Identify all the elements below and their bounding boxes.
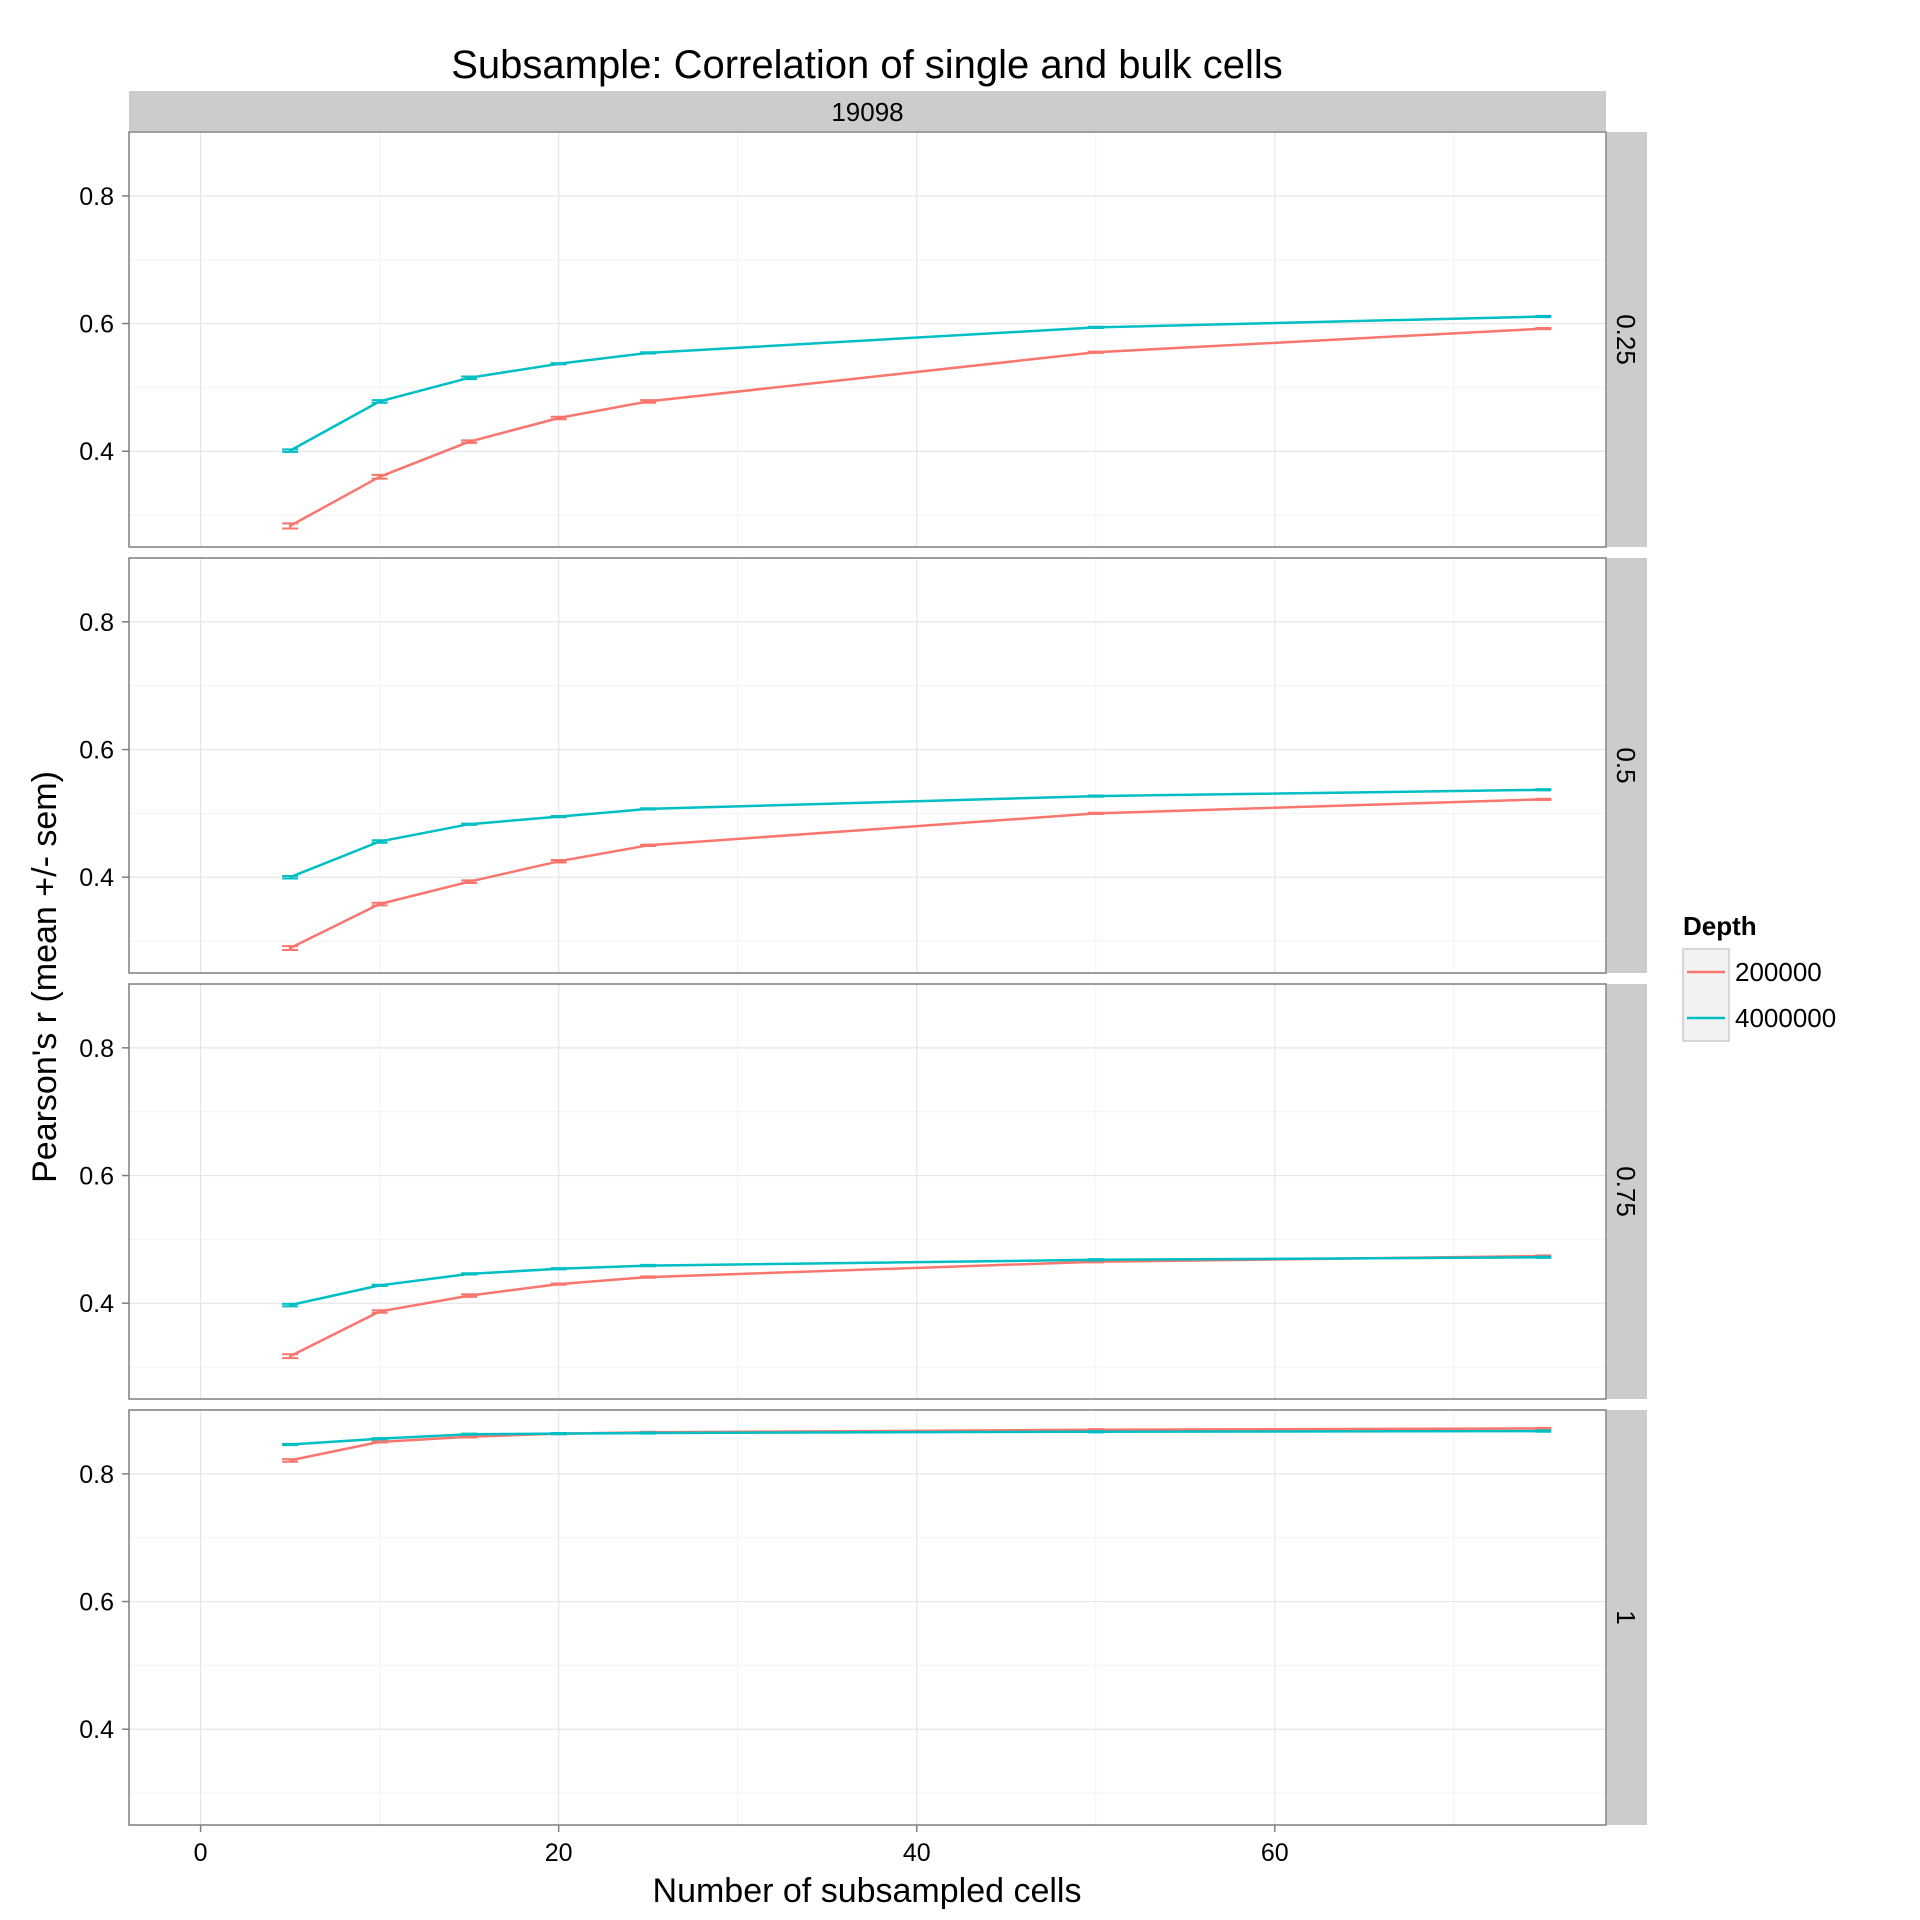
- x-axis: 0 20 40 60: [194, 1825, 1289, 1867]
- legend: Depth 200000 4000000: [1682, 911, 1836, 1042]
- row-strip-label: 1: [1611, 1610, 1641, 1624]
- y-tick-label: 0.8: [79, 1461, 114, 1489]
- row-strip-background: [1607, 1410, 1647, 1825]
- y-tick-label: 0.8: [79, 1035, 114, 1063]
- x-axis-label: Number of subsampled cells: [653, 1872, 1082, 1910]
- legend-label-4000000: 4000000: [1735, 1003, 1836, 1033]
- panel-background: [129, 558, 1606, 973]
- row-strip-background: [1607, 558, 1647, 973]
- panel-border: [128, 557, 1607, 974]
- panel-border: [128, 983, 1607, 1400]
- x-tick-label: 0: [194, 1839, 208, 1867]
- y-tick-label: 0.8: [79, 183, 114, 211]
- column-strip-label: 19098: [831, 97, 903, 127]
- row-strip-background: [1607, 132, 1647, 547]
- row-strip-background: [1607, 984, 1647, 1399]
- column-strip-background: [129, 91, 1606, 131]
- panel-border: [128, 1409, 1607, 1826]
- legend-label-200000: 200000: [1735, 957, 1822, 987]
- y-tick-label: 0.4: [79, 1716, 114, 1744]
- y-axis-label: Pearson's r (mean +/- sem): [26, 771, 64, 1183]
- facet-panels: 0.25 0.4 0.6 0.8 0.5 0.4 0.6 0.8 0.75 0.4 0.6 0.8 1 0…: [79, 131, 1647, 1826]
- panel-background: [129, 984, 1606, 1399]
- y-tick-label: 0.6: [79, 1589, 114, 1617]
- row-strip-label: 0.5: [1611, 747, 1641, 783]
- row-strip-label: 0.75: [1611, 1166, 1641, 1217]
- legend-key-box: [1682, 948, 1730, 1042]
- y-tick-label: 0.4: [79, 1290, 114, 1318]
- y-tick-label: 0.8: [79, 609, 114, 637]
- facet-panel-0.75: 0.75 0.4 0.6 0.8: [79, 983, 1647, 1400]
- x-tick-label: 60: [1261, 1839, 1289, 1867]
- panel-background: [129, 1410, 1606, 1825]
- panel-border: [128, 131, 1607, 548]
- y-tick-label: 0.4: [79, 438, 114, 466]
- y-tick-label: 0.6: [79, 311, 114, 339]
- y-tick-label: 0.6: [79, 737, 114, 765]
- y-tick-label: 0.6: [79, 1163, 114, 1191]
- x-tick-label: 40: [903, 1839, 931, 1867]
- chart-title: Subsample: Correlation of single and bul…: [451, 43, 1283, 87]
- column-strip: 19098: [129, 91, 1606, 131]
- facet-panel-0.5: 0.5 0.4 0.6 0.8: [79, 557, 1647, 974]
- facet-panel-1: 1 0.4 0.6 0.8: [79, 1409, 1647, 1826]
- legend-title: Depth: [1683, 911, 1757, 941]
- facet-panel-0.25: 0.25 0.4 0.6 0.8: [79, 131, 1647, 548]
- x-tick-label: 20: [545, 1839, 573, 1867]
- row-strip-label: 0.25: [1611, 314, 1641, 365]
- y-tick-label: 0.4: [79, 864, 114, 892]
